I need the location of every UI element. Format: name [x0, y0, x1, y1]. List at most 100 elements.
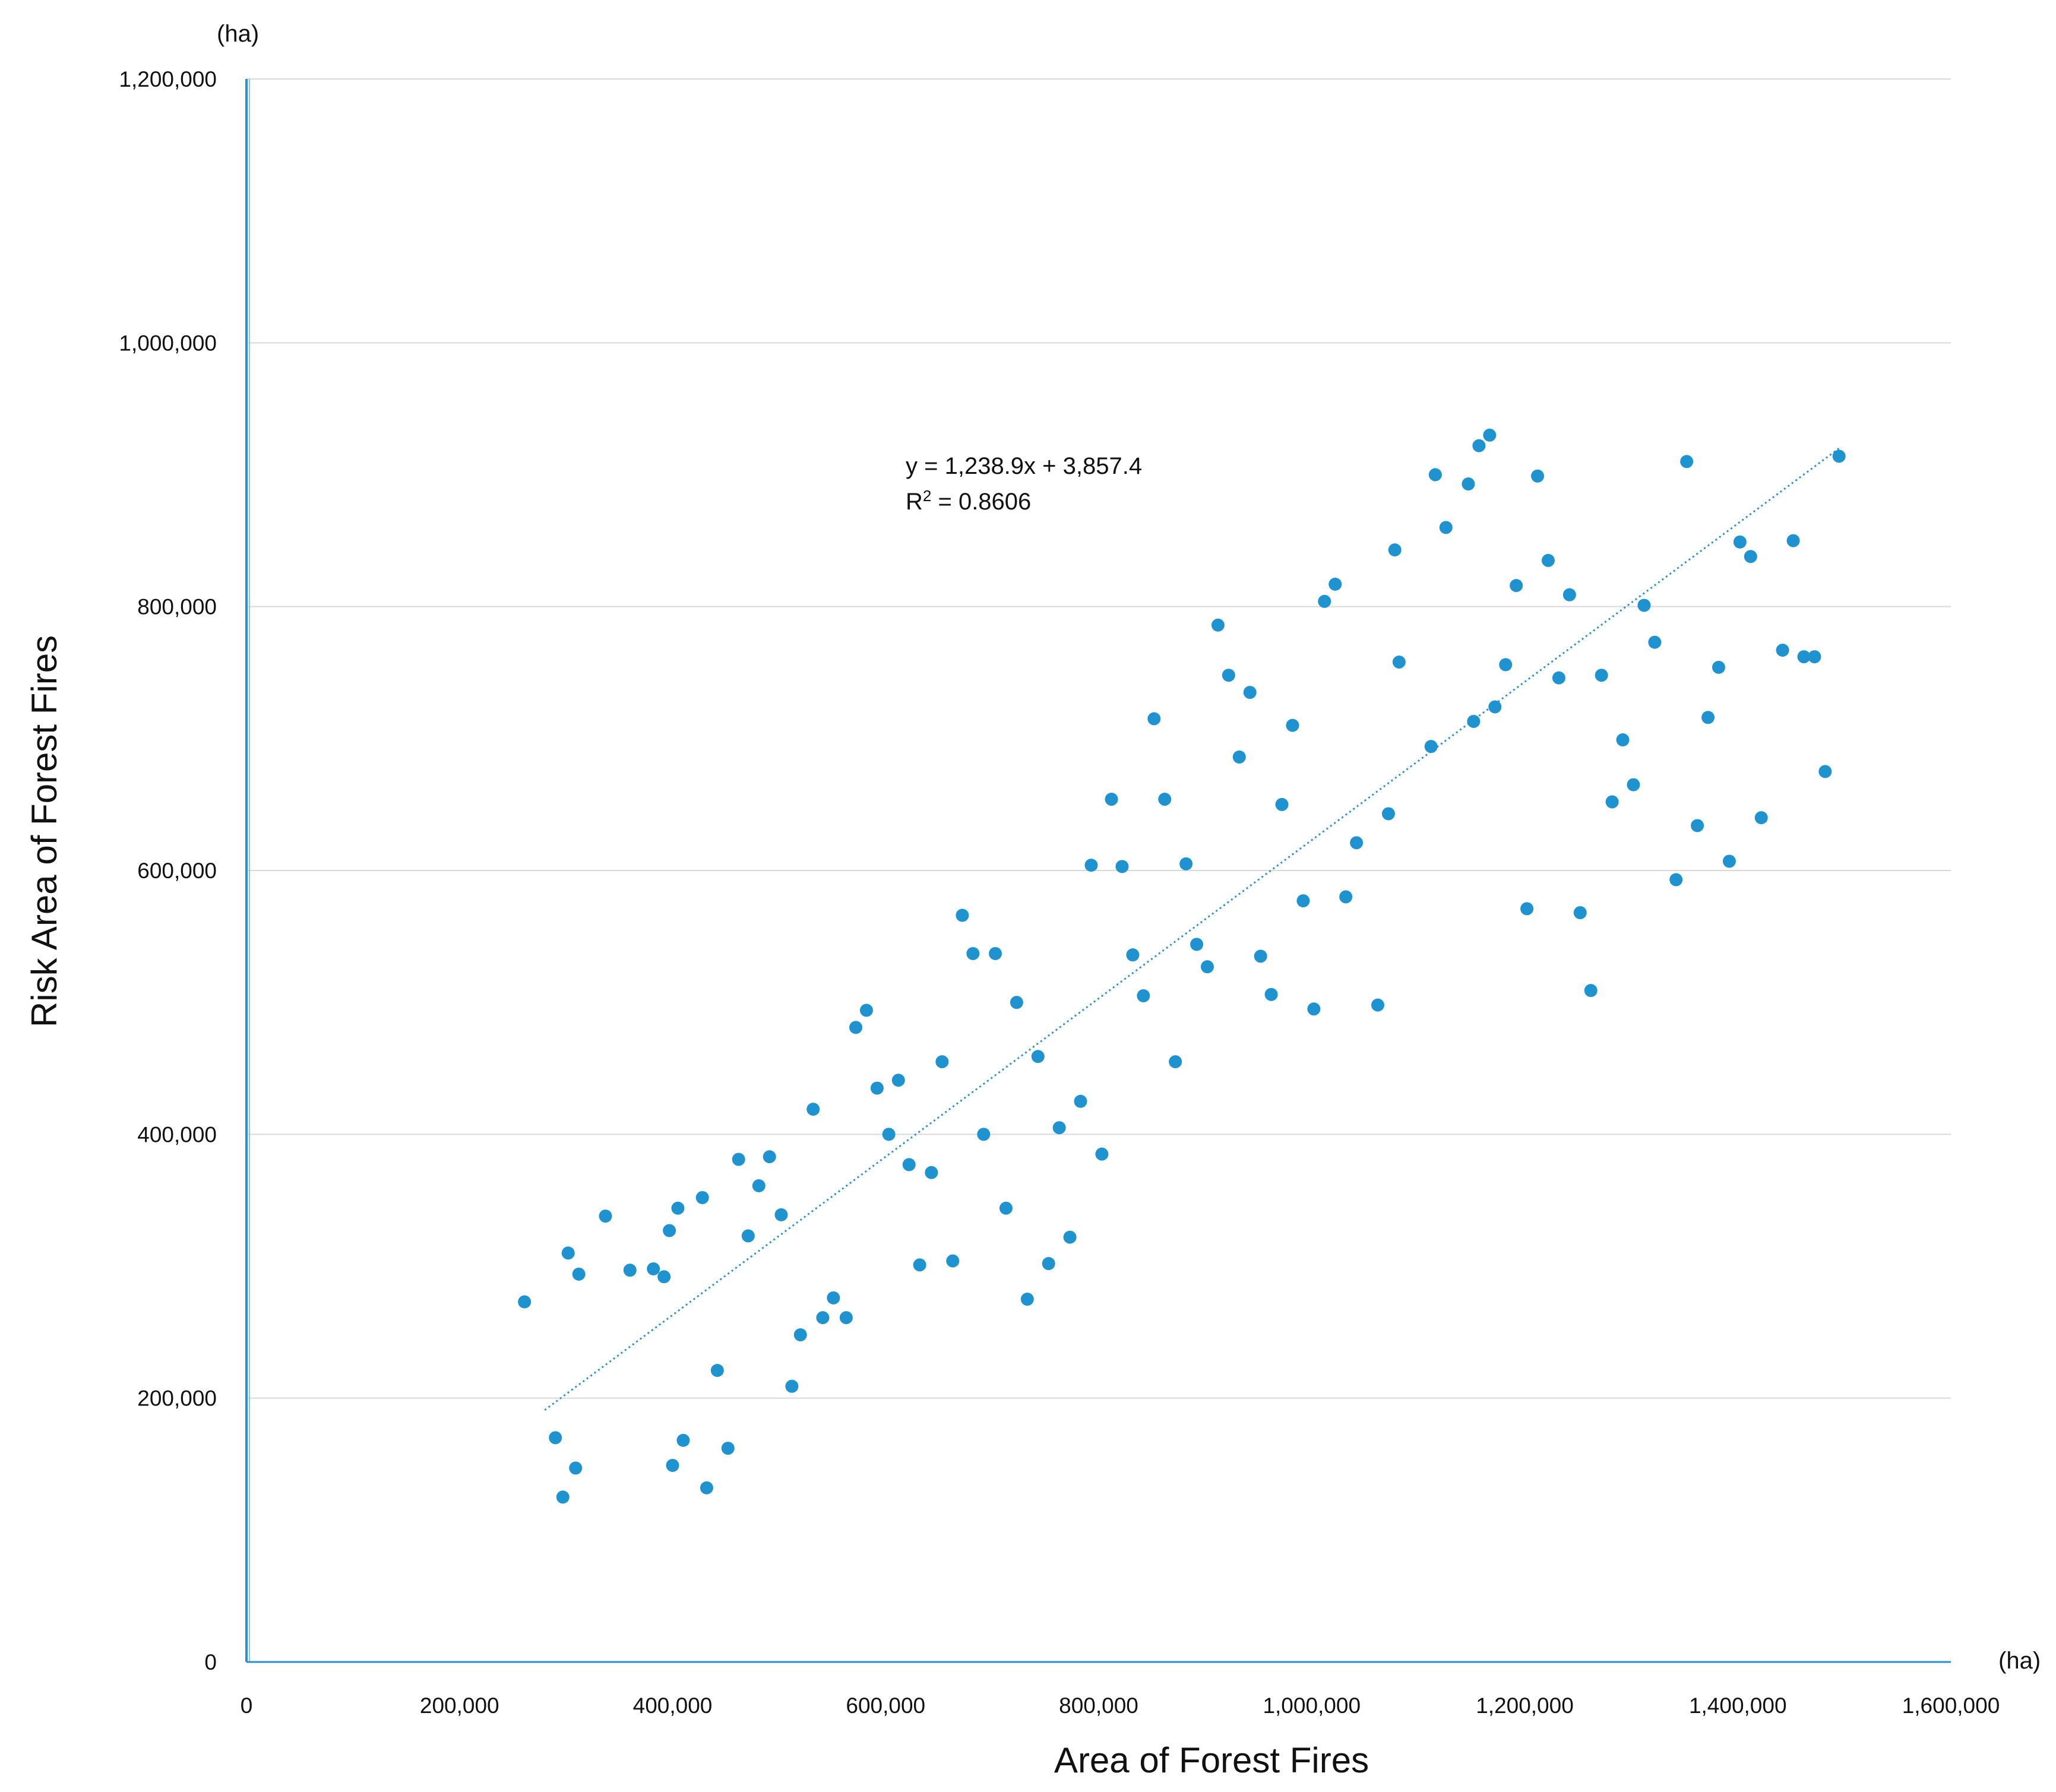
- data-point-15: [700, 1481, 713, 1495]
- data-point-27: [827, 1291, 840, 1305]
- data-point-116: [1808, 650, 1821, 664]
- data-point-99: [1605, 795, 1619, 809]
- x-axis-title: Area of Forest Fires: [1054, 1740, 1369, 1780]
- data-point-23: [785, 1379, 799, 1393]
- data-point-71: [1296, 894, 1310, 908]
- data-point-8: [647, 1262, 660, 1275]
- data-point-62: [1200, 960, 1214, 974]
- data-point-51: [1084, 859, 1098, 872]
- data-point-18: [732, 1153, 745, 1166]
- data-point-63: [1211, 618, 1225, 632]
- data-point-84: [1462, 477, 1475, 491]
- data-point-45: [1020, 1293, 1034, 1306]
- data-point-54: [1115, 860, 1129, 873]
- data-point-64: [1222, 669, 1235, 682]
- data-point-56: [1137, 989, 1150, 1003]
- data-point-39: [956, 908, 969, 922]
- data-point-61: [1190, 938, 1204, 951]
- data-point-13: [676, 1433, 690, 1447]
- data-point-98: [1595, 669, 1608, 682]
- data-point-46: [1031, 1050, 1045, 1063]
- x-tick-label-2: 400,000: [633, 1693, 713, 1718]
- data-point-60: [1179, 857, 1193, 870]
- axes: [245, 79, 1951, 1663]
- data-point-112: [1754, 811, 1768, 825]
- data-point-14: [695, 1191, 709, 1204]
- x-tick-label-1: 200,000: [420, 1693, 499, 1718]
- x-tick-label-7: 1,400,000: [1689, 1693, 1787, 1718]
- data-point-50: [1074, 1094, 1087, 1108]
- data-point-105: [1680, 455, 1694, 468]
- data-points: [518, 428, 1846, 1504]
- data-point-96: [1573, 906, 1587, 920]
- data-point-78: [1381, 807, 1395, 821]
- data-point-42: [989, 946, 1002, 960]
- data-point-94: [1552, 671, 1565, 685]
- data-point-109: [1722, 854, 1736, 868]
- data-point-49: [1063, 1230, 1077, 1244]
- data-point-11: [666, 1458, 679, 1472]
- data-point-108: [1712, 660, 1725, 674]
- data-point-114: [1786, 534, 1800, 547]
- data-point-83: [1439, 521, 1453, 534]
- data-point-5: [572, 1267, 586, 1281]
- y-tick-label-5: 1,000,000: [119, 331, 217, 355]
- data-point-91: [1520, 902, 1534, 916]
- data-point-31: [870, 1081, 884, 1095]
- data-point-73: [1318, 594, 1331, 608]
- x-tick-label-3: 600,000: [846, 1693, 925, 1718]
- data-point-10: [663, 1224, 676, 1237]
- y-tick-label-4: 800,000: [137, 595, 217, 619]
- data-point-35: [913, 1258, 926, 1272]
- trendline: [544, 447, 1840, 1411]
- data-point-67: [1254, 949, 1267, 963]
- data-point-34: [902, 1158, 916, 1172]
- x-tick-label-0: 0: [241, 1693, 253, 1718]
- r-squared-r: R: [906, 489, 923, 515]
- data-point-58: [1158, 793, 1172, 806]
- data-point-74: [1329, 577, 1342, 591]
- data-point-6: [599, 1210, 612, 1223]
- data-point-24: [793, 1328, 807, 1342]
- data-point-66: [1243, 686, 1257, 699]
- y-axis-title: Risk Area of Forest Fires: [24, 635, 64, 1027]
- data-point-111: [1744, 550, 1757, 563]
- data-point-106: [1691, 819, 1704, 832]
- x-tick-label-8: 1,600,000: [1902, 1693, 2000, 1718]
- data-point-65: [1232, 750, 1246, 764]
- data-point-7: [623, 1264, 637, 1277]
- y-tick-labels: 0 200,000 400,000 600,000 800,000 1,000,000 1,…: [119, 67, 217, 1674]
- data-point-16: [710, 1364, 724, 1378]
- y-tick-label-0: 0: [204, 1650, 217, 1674]
- data-point-26: [816, 1311, 830, 1325]
- data-point-1: [549, 1431, 562, 1445]
- data-point-79: [1388, 543, 1402, 557]
- x-unit-label: (ha): [1998, 1648, 2041, 1674]
- data-point-88: [1488, 700, 1502, 714]
- y-tick-label-6: 1,200,000: [119, 67, 217, 91]
- data-point-22: [774, 1208, 788, 1221]
- data-point-82: [1428, 468, 1442, 482]
- x-tick-label-5: 1,000,000: [1263, 1693, 1361, 1718]
- data-point-32: [882, 1128, 896, 1141]
- data-point-47: [1042, 1257, 1055, 1271]
- data-point-85: [1467, 714, 1481, 728]
- y-unit-label: (ha): [217, 21, 259, 47]
- data-point-113: [1776, 643, 1789, 657]
- data-point-40: [966, 946, 980, 960]
- data-point-70: [1286, 718, 1299, 732]
- data-point-29: [849, 1021, 863, 1034]
- data-point-37: [935, 1055, 949, 1069]
- data-point-81: [1424, 740, 1438, 753]
- data-point-103: [1648, 635, 1662, 649]
- data-point-48: [1052, 1121, 1066, 1135]
- r-squared-value: = 0.8606: [931, 489, 1031, 515]
- data-point-43: [999, 1201, 1013, 1215]
- data-point-28: [839, 1311, 853, 1325]
- data-point-80: [1392, 655, 1406, 669]
- data-point-72: [1307, 1002, 1321, 1016]
- data-point-9: [657, 1270, 671, 1284]
- data-point-69: [1275, 797, 1289, 811]
- data-point-100: [1616, 733, 1630, 747]
- data-point-93: [1541, 553, 1555, 567]
